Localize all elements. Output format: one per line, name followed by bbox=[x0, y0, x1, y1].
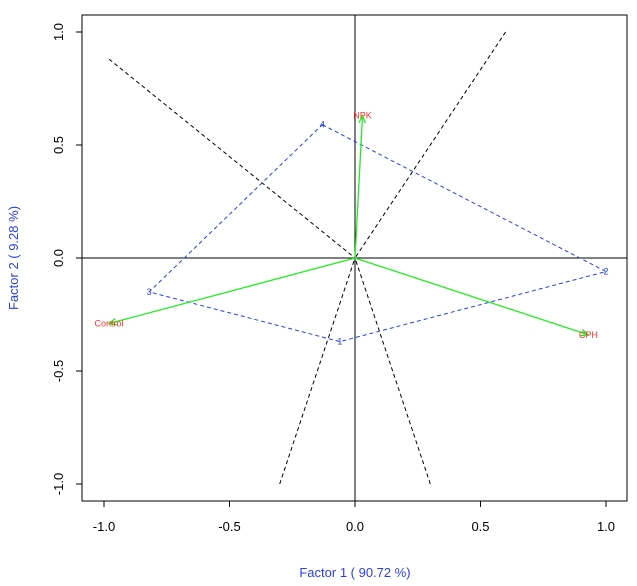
y-axis-ticks: -1.0 -0.5 0.0 0.5 1.0 bbox=[51, 23, 82, 495]
dashed-line-2 bbox=[354, 31, 507, 259]
y-axis-title: Factor 2 ( 9.28 %) bbox=[6, 206, 21, 310]
dashed-line-1 bbox=[108, 58, 356, 259]
polygon-vertex-label: 1 bbox=[337, 337, 342, 347]
vector-label-npk: NPK bbox=[353, 111, 372, 121]
y-tick-label: 1.0 bbox=[51, 23, 66, 41]
y-tick-label: -0.5 bbox=[51, 360, 66, 382]
vector-npk bbox=[354, 115, 364, 259]
x-axis-title: Factor 1 ( 90.72 %) bbox=[299, 565, 410, 580]
polygon-group: 4 2 1 3 bbox=[147, 120, 609, 347]
x-axis-ticks: -1.0 -0.5 0.0 0.5 1.0 bbox=[93, 501, 615, 534]
vectors-group: NPK CPH Control bbox=[95, 111, 598, 340]
polygon-vertex-label: 4 bbox=[320, 120, 325, 130]
x-tick-label: 0.0 bbox=[346, 519, 364, 534]
x-tick-label: -0.5 bbox=[218, 519, 240, 534]
dashed-lines bbox=[108, 31, 507, 485]
y-tick-label: 0.5 bbox=[51, 136, 66, 154]
polygon-outline bbox=[148, 124, 608, 343]
vector-cph bbox=[354, 257, 589, 336]
polygon-vertex-label: 2 bbox=[603, 267, 608, 277]
vector-control bbox=[108, 257, 356, 325]
vector-arrowhead-cph bbox=[580, 328, 590, 337]
vector-label-control: Control bbox=[95, 319, 124, 329]
y-tick-label: -1.0 bbox=[51, 473, 66, 495]
vector-arrowhead-control bbox=[107, 318, 118, 326]
x-tick-label: 0.5 bbox=[471, 519, 489, 534]
dashed-line-3 bbox=[279, 257, 356, 485]
x-tick-label: -1.0 bbox=[93, 519, 115, 534]
y-tick-label: 0.0 bbox=[51, 249, 66, 267]
x-tick-label: 1.0 bbox=[597, 519, 615, 534]
vector-label-cph: CPH bbox=[579, 330, 598, 340]
dashed-line-4 bbox=[354, 257, 431, 485]
vector-arrowhead-npk bbox=[358, 114, 367, 124]
polygon-vertex-label: 3 bbox=[147, 287, 152, 297]
